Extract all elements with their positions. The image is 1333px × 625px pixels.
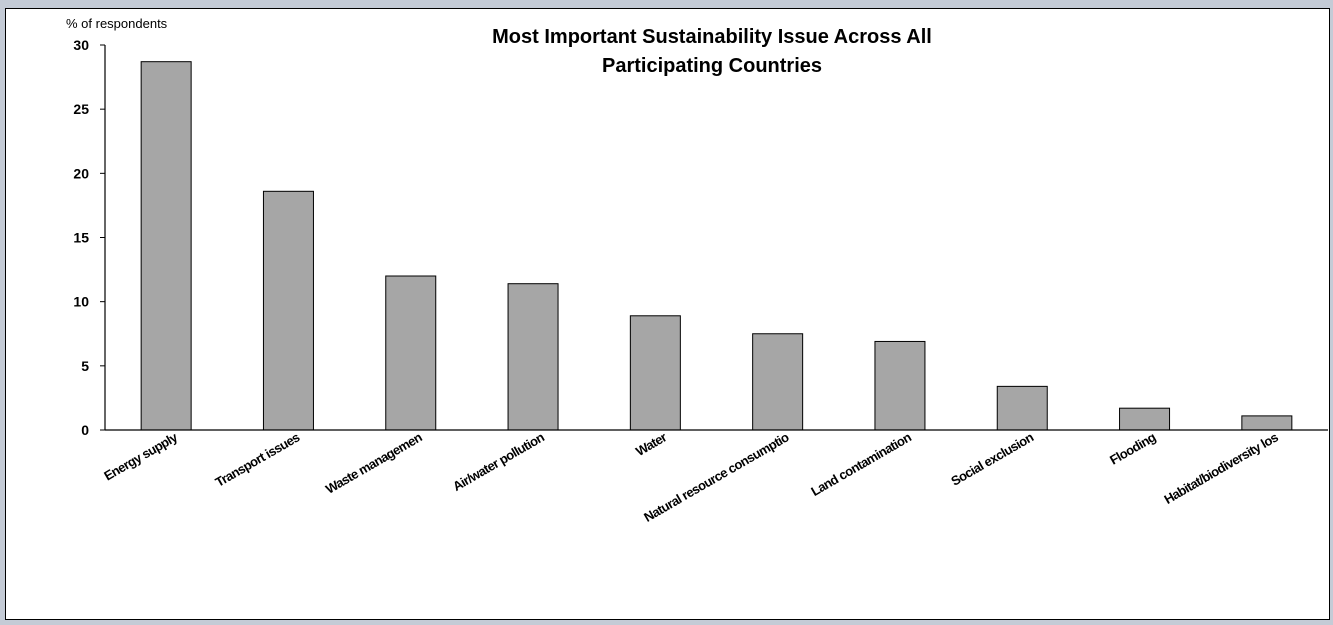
axes	[104, 45, 1328, 431]
x-tick-label: Energy supply	[101, 429, 181, 484]
bar	[629, 315, 681, 431]
bar	[1119, 407, 1171, 431]
bar	[996, 385, 1048, 431]
y-tick-label: 10	[73, 294, 89, 310]
x-tick-label: Transport issues	[213, 429, 303, 489]
x-tick-label: Water	[633, 429, 669, 459]
y-axis-label: % of respondents	[66, 16, 168, 31]
x-tick-label: Air/water pollution	[450, 429, 547, 494]
y-axis-ticks: 0 5 10 15 20 25 30	[73, 37, 105, 438]
bar	[874, 340, 926, 431]
x-tick-label: Waste managemen	[323, 429, 425, 496]
chart-title-line-2: Participating Countries	[602, 55, 822, 77]
x-axis-tick-labels: Energy supply Transport issues Waste manag…	[101, 429, 1280, 525]
y-tick-label: 15	[73, 230, 89, 246]
bar	[507, 283, 559, 431]
x-tick-label: Habitat/biodiversity los	[1161, 429, 1280, 506]
bar	[1241, 415, 1293, 431]
y-tick-label: 0	[81, 422, 89, 438]
y-tick-label: 20	[73, 165, 89, 181]
chart-title-line-1: Most Important Sustainability Issue Acro…	[492, 26, 932, 48]
bar	[140, 61, 192, 431]
y-tick-label: 25	[73, 101, 89, 117]
chart-panel: Most Important Sustainability Issue Acro…	[5, 8, 1330, 620]
bar	[752, 333, 804, 431]
bars-group	[140, 61, 1293, 431]
x-tick-label: Land contamination	[808, 429, 914, 499]
bar-chart: Most Important Sustainability Issue Acro…	[66, 16, 1328, 525]
bar	[385, 275, 437, 431]
bar	[262, 190, 314, 431]
x-tick-label: Social exclusion	[948, 429, 1036, 488]
y-tick-label: 5	[81, 358, 89, 374]
y-tick-label: 30	[73, 37, 89, 53]
x-tick-label: Flooding	[1107, 429, 1158, 467]
